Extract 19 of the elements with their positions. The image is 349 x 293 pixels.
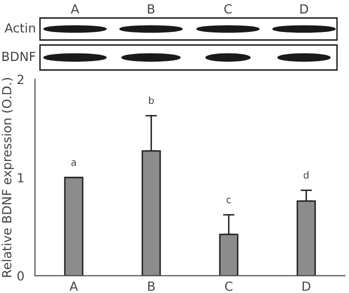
annotation: d — [304, 171, 308, 179]
text: A — [70, 4, 80, 14]
text: Actin — [4, 22, 35, 33]
annotation: b — [149, 96, 154, 104]
y-tick-label: 0 — [17, 271, 24, 281]
text: B — [148, 4, 154, 14]
text: BDNF — [2, 52, 36, 61]
y-tick-label: 1 — [18, 173, 24, 182]
annotation: c — [226, 198, 231, 204]
text: C — [224, 4, 232, 14]
x-tick-label: D — [302, 282, 310, 291]
y-axis-title: Relative BDNF expression (O.D.) — [2, 78, 14, 277]
x-tick-label: B — [148, 282, 155, 291]
x-tick-label: C — [225, 281, 232, 291]
bar — [64, 176, 84, 276]
x-tick-label: A — [70, 282, 78, 291]
y-tick-label: 2 — [18, 74, 24, 84]
annotation: a — [71, 160, 76, 166]
text: D — [300, 4, 308, 14]
